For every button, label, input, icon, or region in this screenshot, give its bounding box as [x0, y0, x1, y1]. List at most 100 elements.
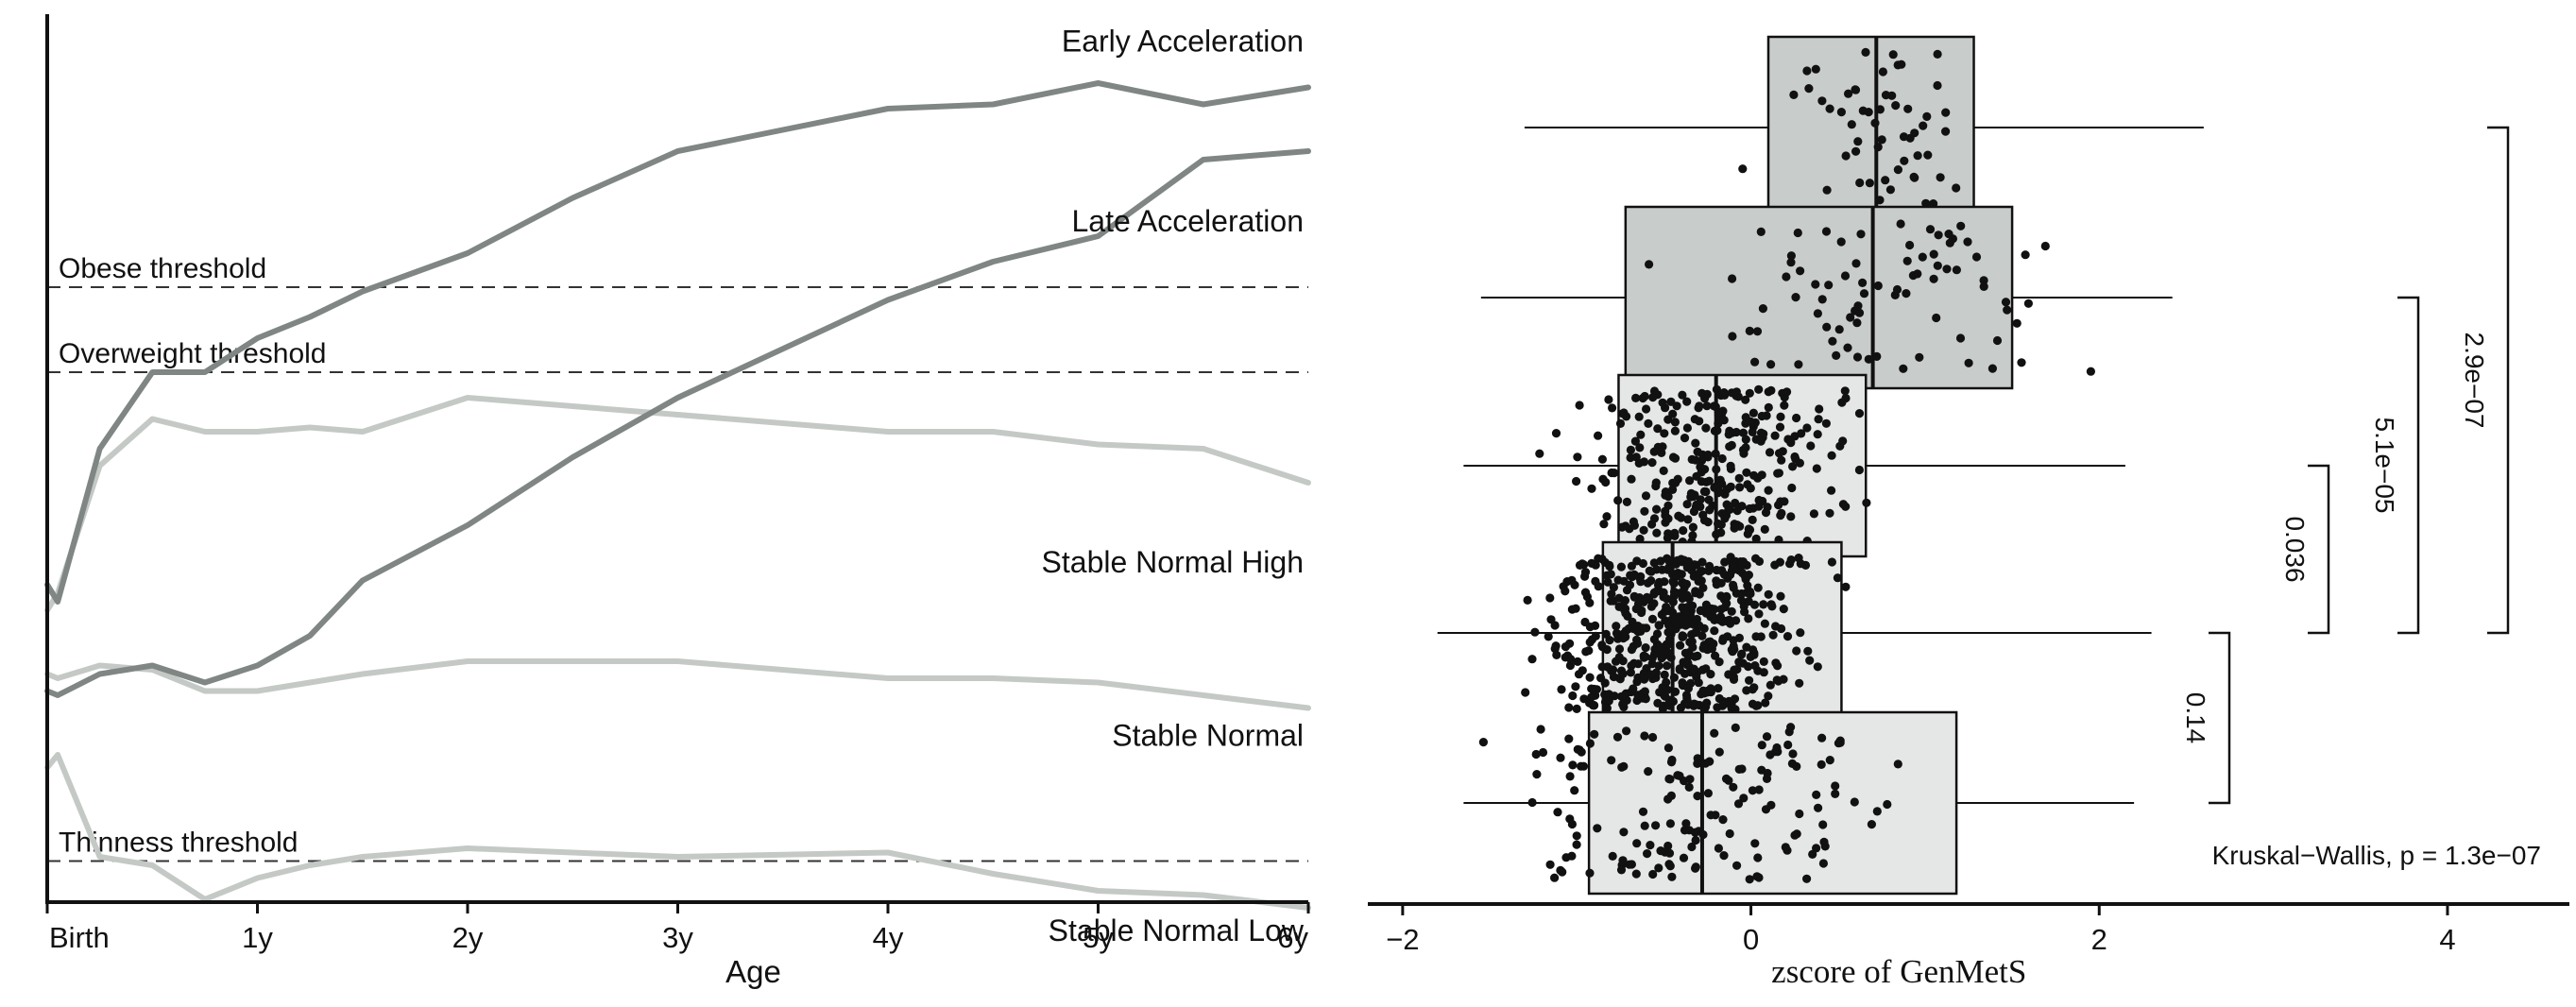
data-point [1527, 655, 1537, 664]
data-point [1851, 146, 1861, 156]
data-point [1638, 807, 1648, 816]
data-point [1660, 577, 1669, 587]
data-point [1571, 604, 1580, 613]
data-point [1838, 436, 1848, 446]
data-point [1745, 675, 1754, 685]
data-point [1691, 862, 1700, 872]
data-point [1776, 591, 1785, 601]
data-point [1754, 495, 1764, 505]
data-point [1740, 572, 1749, 581]
data-point [1604, 395, 1613, 404]
series-label-stable-normal-low: Stable Normal Low [1049, 913, 1305, 947]
data-point [1701, 477, 1711, 486]
data-point [1888, 50, 1898, 60]
data-point [1631, 869, 1641, 879]
data-point [1714, 408, 1723, 418]
data-point [1744, 524, 1753, 534]
data-point [1669, 673, 1679, 682]
data-point [1697, 557, 1707, 567]
data-point [1722, 485, 1732, 494]
data-point [1850, 797, 1859, 807]
data-point [1795, 678, 1804, 688]
bracket-line [2209, 631, 2231, 805]
data-point [1701, 423, 1711, 433]
data-point [1664, 848, 1675, 858]
data-point [1788, 462, 1798, 471]
data-point [1873, 281, 1883, 291]
data-point [1754, 556, 1765, 567]
data-point [1572, 831, 1581, 841]
data-point [1629, 684, 1638, 693]
data-point [1780, 401, 1789, 410]
data-point [1544, 632, 1553, 641]
data-point [1893, 760, 1902, 769]
data-point [1728, 274, 1737, 283]
series-line-stable-normal-low [44, 752, 1311, 911]
data-point [1620, 596, 1629, 606]
data-point [1861, 47, 1870, 58]
data-point [1737, 589, 1747, 599]
data-point [1683, 684, 1693, 693]
data-point [1565, 814, 1575, 824]
data-point [1647, 614, 1658, 624]
data-point [1909, 172, 1919, 181]
data-point [1821, 418, 1831, 428]
data-point [1790, 432, 1800, 441]
data-point [1687, 842, 1697, 852]
data-point [1936, 173, 1945, 182]
data-point [1648, 393, 1658, 402]
data-point [1643, 849, 1652, 859]
data-point [1600, 678, 1610, 688]
series-line-early-acceleration [44, 80, 1311, 605]
data-point [1734, 473, 1744, 483]
data-point [1736, 596, 1747, 606]
data-point [1758, 304, 1767, 314]
data-point [1710, 626, 1719, 636]
data-point [1564, 703, 1574, 712]
data-point [1899, 364, 1908, 373]
data-point [1761, 508, 1771, 518]
data-point [1703, 789, 1713, 798]
data-point [1593, 824, 1602, 833]
data-point [1602, 645, 1612, 655]
data-point [1791, 454, 1800, 464]
data-point [1558, 867, 1567, 877]
data-point [1738, 658, 1748, 668]
data-point [1627, 561, 1636, 571]
data-point [1631, 393, 1641, 402]
data-point [1578, 559, 1587, 569]
data-point [1748, 786, 1757, 795]
data-point [1817, 295, 1827, 304]
data-point [1684, 594, 1694, 604]
data-point [1836, 108, 1846, 117]
data-point [1580, 572, 1590, 581]
data-point [1840, 271, 1851, 281]
data-point [1858, 106, 1868, 115]
data-point [1678, 593, 1687, 604]
data-point [1607, 589, 1616, 599]
data-point [1992, 335, 2003, 346]
data-point [1647, 654, 1657, 663]
data-point [1572, 704, 1581, 714]
data-point [1646, 670, 1655, 679]
data-point [1698, 510, 1708, 520]
data-point [1732, 664, 1742, 674]
data-point [1647, 458, 1657, 468]
data-point [1599, 520, 1609, 529]
data-point [1685, 476, 1695, 486]
data-point [1923, 150, 1933, 160]
data-point [1776, 412, 1785, 421]
data-point [1838, 500, 1848, 509]
comparison-bracket: 2.9e−07 [2460, 126, 2510, 635]
data-point [1913, 269, 1922, 279]
data-point [1690, 652, 1699, 661]
data-point [1979, 276, 1988, 285]
data-point [1640, 821, 1649, 830]
data-point [1878, 67, 1887, 77]
data-point [1564, 734, 1574, 743]
data-point [1609, 672, 1618, 682]
data-point [1714, 693, 1724, 704]
data-point [1708, 501, 1717, 511]
data-point [1738, 557, 1748, 567]
data-point [1618, 699, 1628, 708]
